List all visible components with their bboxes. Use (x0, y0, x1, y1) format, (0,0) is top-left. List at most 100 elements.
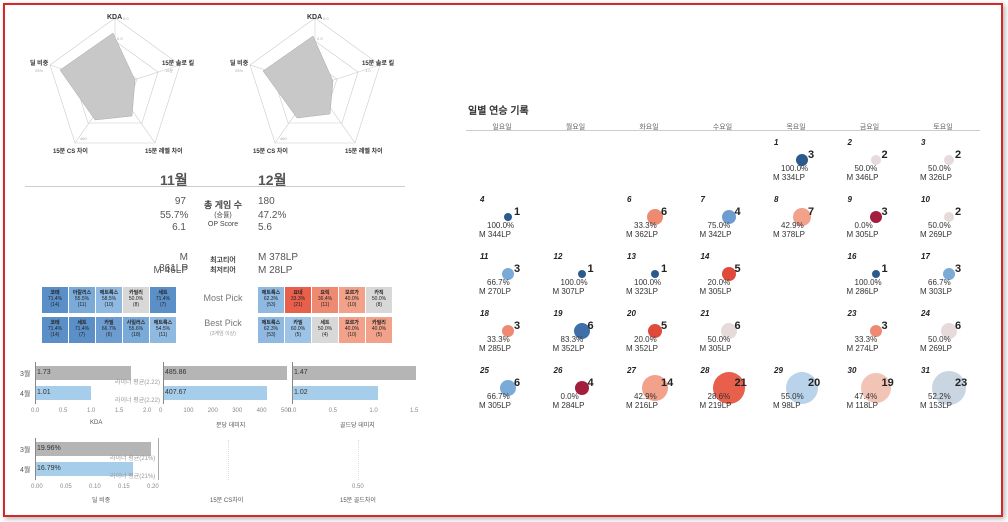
games-bubble (504, 213, 512, 221)
lp-value: M 307LP (552, 287, 585, 296)
lp-value: M 305LP (846, 230, 879, 239)
win-rate: 33.3% (487, 335, 510, 344)
calendar-title: 일별 연승 기록 (468, 106, 529, 117)
champion-cell: 카밀리 50.0% (8) (123, 287, 149, 313)
nov-winrate: 55.7% (160, 210, 189, 221)
lp-value: M 285LP (479, 344, 512, 353)
label-games: 총 게임 수 (203, 200, 243, 210)
day-number: 1 (774, 138, 779, 147)
svg-text:460: 460 (280, 136, 287, 141)
games-count: 7 (808, 206, 815, 218)
nov-lowest: M 46LP (153, 265, 188, 276)
lp-value: M 323LP (626, 287, 659, 296)
dpm-bar-1: 485.86 (163, 366, 287, 380)
radar-axis-kda: KDA (107, 14, 122, 21)
lp-value: M 346LP (846, 173, 879, 182)
games-bubble (720, 323, 737, 339)
gpd-bar-1: 1.47 (292, 366, 416, 380)
day-number: 28 (700, 366, 710, 375)
champion-cell: 카밀 66.7% (6) (96, 317, 122, 343)
nov-games: 97 (174, 196, 186, 207)
games-count: 6 (661, 206, 668, 218)
games-count: 1 (661, 263, 668, 275)
axis-tick: 0.0 (31, 408, 40, 414)
champion-cell: 카밀 60.0% (5) (285, 317, 311, 343)
champion-cell: 모르가 40.0% (10) (339, 287, 365, 313)
svg-text:KDA: KDA (307, 14, 322, 21)
games-count: 19 (881, 377, 894, 389)
games-bubble (502, 268, 514, 280)
axis-tick: 1.5 (115, 408, 124, 414)
day-number: 12 (553, 252, 563, 261)
svg-text:15분 솔로 킬: 15분 솔로 킬 (362, 59, 395, 67)
lp-value: M 334LP (773, 173, 806, 182)
lp-value: M 269LP (920, 230, 953, 239)
games-bubble (651, 270, 659, 278)
radar-chart-december: KDA 15분 솔로 킬 15분 레벨 차이 15분 CS 차이 딜 비중 0.… (225, 8, 405, 158)
games-count: 23 (955, 377, 968, 389)
label-most-pick: Most Pick (203, 293, 243, 303)
games-count: 4 (587, 377, 594, 389)
games-bubble (648, 324, 662, 338)
lp-value: M 344LP (479, 230, 512, 239)
label-best-pick: Best Pick (204, 318, 242, 328)
kda-bar-2: 1.01 (35, 386, 91, 400)
games-bubble (573, 323, 590, 339)
nov-best-pick: 코태 71.4% (14) 세트 71.4% (7) 카밀 66.7% (6) 사일러스 55.6%… (42, 317, 177, 343)
gold15-axis-label: 15분 골드차이 (340, 498, 376, 504)
weekday-header: 월요일 (565, 124, 586, 131)
dec-op: 5.6 (258, 222, 272, 233)
svg-text:25%: 25% (35, 68, 43, 73)
champion-cell: 코태 71.4% (14) (42, 287, 68, 313)
nov-highest: M 361LP (159, 252, 188, 274)
axis-tick: 0.0 (288, 408, 297, 414)
day-number: 29 (774, 366, 783, 375)
win-rate: 20.0% (707, 278, 731, 287)
champion-cell: 세트 71.4% (7) (150, 287, 176, 313)
games-count: 2 (881, 149, 888, 161)
nov-op: 6.1 (172, 222, 186, 233)
win-rate: 75.0% (707, 221, 731, 230)
win-rate: 50.0% (707, 335, 731, 344)
weekday-header: 수요일 (712, 124, 733, 131)
day-number: 10 (921, 195, 930, 204)
champion-cell: 세트 50.0% (4) (312, 317, 338, 343)
win-rate: 66.7% (928, 278, 951, 287)
games-count: 6 (734, 320, 741, 332)
games-bubble (796, 154, 808, 166)
games-bubble (721, 267, 736, 281)
day-number: 11 (480, 252, 489, 261)
win-rate: 0.0% (854, 221, 873, 230)
win-rate: 66.7% (487, 278, 510, 287)
day-number: 6 (627, 195, 632, 204)
champion-cell: 에트록스 62.3% (53) (258, 287, 284, 313)
lp-value: M 378LP (773, 230, 806, 239)
games-bubble (642, 375, 668, 401)
axis-tick: 500 (281, 408, 292, 414)
axis-tick: 400 (256, 408, 267, 414)
gpd-bar-2: 1.02 (292, 386, 378, 400)
day-number: 8 (774, 195, 779, 204)
lp-value: M 362LP (626, 230, 659, 239)
games-count: 6 (514, 377, 521, 389)
day-number: 25 (480, 366, 489, 375)
svg-text:15분: 15분 (165, 68, 173, 73)
label-winrate: (승률) (214, 212, 232, 219)
games-count: 1 (514, 206, 521, 218)
win-rate: 0.0% (560, 392, 579, 401)
games-bubble (944, 155, 954, 165)
svg-text:460: 460 (80, 136, 87, 141)
games-bubble (932, 371, 966, 405)
win-rate: 47.4% (854, 392, 878, 401)
svg-text:0.5: 0.5 (117, 36, 123, 41)
day-number: 18 (480, 309, 489, 318)
cs15-axis-label: 15분 CS차이 (210, 498, 244, 504)
champion-cell: 에트록스 54.5% (11) (150, 317, 176, 343)
month-title-dec: 12월 (258, 172, 287, 188)
svg-text:25%: 25% (235, 68, 243, 73)
axis-tick: 0.00 (31, 484, 43, 490)
dec-lowest: M 28LP (258, 265, 293, 276)
dmg-axis-label: 딜 비중 (92, 498, 111, 504)
champion-cell: 카밀리 40.0% (5) (366, 317, 392, 343)
axis-tick: 1.0 (87, 408, 96, 414)
